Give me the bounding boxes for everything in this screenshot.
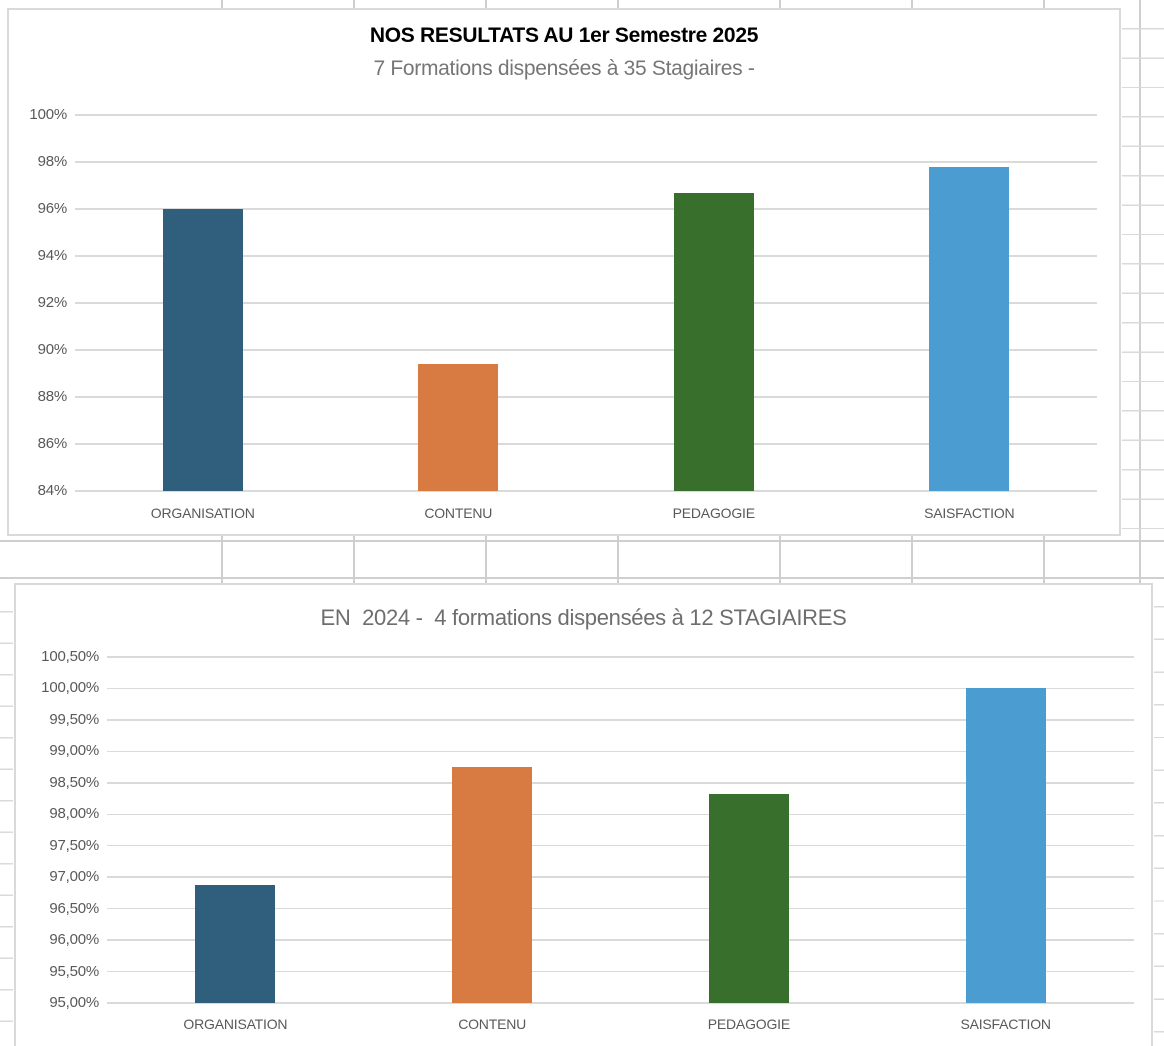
y-tick-label: 96,00% [49, 931, 99, 949]
y-tick-label: 92% [37, 294, 68, 311]
bar-organisation [195, 885, 276, 1003]
y-gridline [75, 443, 1097, 445]
bar-pedagogie [708, 793, 789, 1003]
x-category-label: SAISFACTION [924, 505, 1015, 521]
grid-row-line [0, 540, 1164, 542]
chart-results-2025[interactable]: NOS RESULTATS AU 1er Semestre 2025 7 For… [7, 8, 1121, 536]
chart-results-2024[interactable]: EN 2024 - 4 formations dispensées à 12 S… [14, 583, 1153, 1046]
x-category-label: PEDAGOGIE [672, 505, 755, 521]
plot-area-2025: 84% 86% 88% 90% 92% 94% 96% 98% 100% ORGANISATION… [29, 106, 1097, 521]
y-gridline [107, 907, 1134, 910]
y-gridline [107, 813, 1134, 816]
grid-row-line [0, 577, 1164, 579]
x-category-label: ORGANISATION [183, 1016, 288, 1032]
y-tick-label: 98% [37, 153, 68, 170]
x-category-label: CONTENU [424, 505, 493, 521]
bar-organisation [162, 209, 243, 491]
y-gridline [75, 396, 1097, 398]
grid-row-lines [1154, 606, 1164, 1046]
y-tick-label: 98,00% [49, 805, 99, 823]
bar-saisfaction [965, 688, 1046, 1003]
y-gridline [75, 255, 1097, 257]
y-tick-label: 95,00% [49, 994, 99, 1011]
y-tick-label: 100,50% [41, 648, 99, 665]
plot-area-2024: 95,00% 95,50% 96,00% 96,50% 97,00% 97,50% 98,0… [41, 648, 1134, 1032]
x-category-label: ORGANISATION [150, 505, 255, 521]
chart-subtitle-2025: 7 Formations dispensées à 35 Stagiaires … [373, 57, 755, 80]
bar-saisfaction [929, 166, 1010, 491]
y-gridline [107, 844, 1134, 847]
y-gridline [107, 970, 1134, 973]
y-tick-label: 98,50% [49, 773, 99, 791]
y-tick-label: 84% [37, 482, 68, 499]
x-category-label: PEDAGOGIE [707, 1016, 790, 1032]
y-tick-label: 86% [37, 435, 68, 452]
y-tick-label: 88% [37, 388, 68, 405]
bar-pedagogie [673, 192, 754, 491]
y-gridline [107, 750, 1134, 753]
y-tick-label: 99,50% [49, 710, 99, 728]
grid-row-lines [0, 611, 13, 1046]
y-tick-label: 95,50% [49, 962, 99, 980]
x-category-label: CONTENU [458, 1016, 527, 1032]
y-gridline [75, 161, 1097, 163]
y-gridline [75, 208, 1097, 210]
y-tick-label: 94% [37, 247, 68, 264]
y-gridline [75, 349, 1097, 351]
chart-title-2025: NOS RESULTATS AU 1er Semestre 2025 [369, 24, 759, 47]
chart-title-2024: EN 2024 - 4 formations dispensées à 12 S… [320, 605, 847, 630]
y-gridline [107, 656, 1134, 658]
x-category-label: SAISFACTION [960, 1016, 1051, 1032]
y-tick-label: 100,00% [41, 679, 99, 697]
y-tick-label: 97,00% [49, 868, 99, 886]
y-tick-label: 100% [29, 106, 67, 123]
y-tick-label: 90% [37, 341, 68, 358]
y-gridline [75, 490, 1097, 492]
bar-contenu [452, 767, 533, 1003]
grid-row-lines [1122, 28, 1164, 536]
y-gridline [107, 876, 1134, 878]
y-gridline [107, 719, 1134, 721]
y-gridline [107, 1002, 1134, 1004]
y-gridline [107, 782, 1134, 784]
y-tick-label: 97,50% [49, 836, 99, 854]
y-gridline [107, 687, 1134, 690]
y-tick-label: 96% [37, 200, 68, 217]
y-gridline [107, 939, 1134, 941]
bar-contenu [418, 364, 499, 491]
y-gridline [75, 114, 1097, 116]
y-tick-label: 96,50% [49, 899, 99, 917]
y-tick-label: 99,00% [49, 742, 99, 760]
y-gridline [75, 302, 1097, 304]
